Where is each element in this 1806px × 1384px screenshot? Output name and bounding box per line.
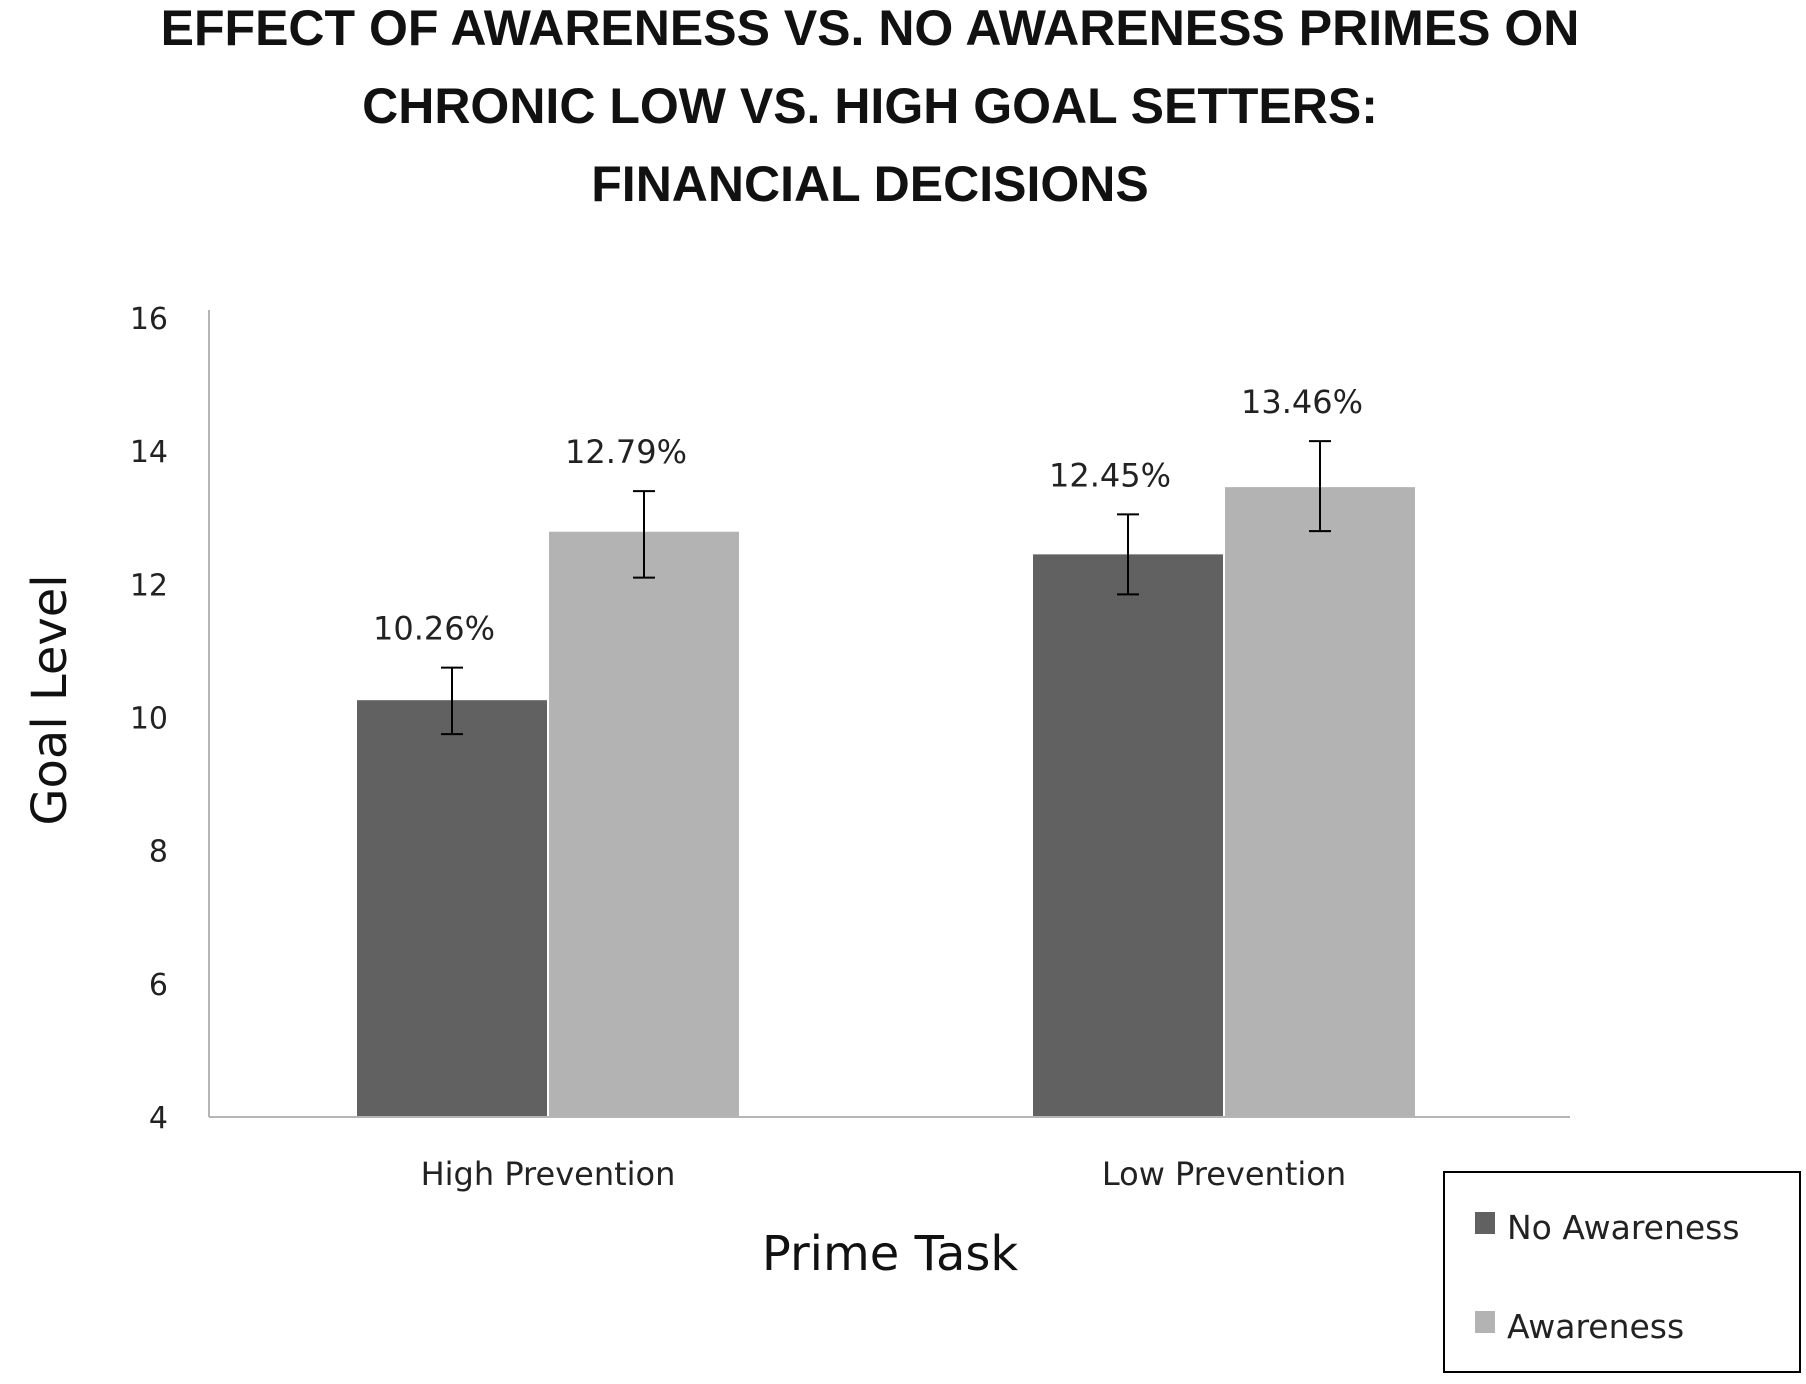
bar-awareness <box>549 531 739 1117</box>
y-tick-label: 12 <box>130 568 168 603</box>
legend-swatch <box>1475 1311 1495 1333</box>
x-axis-category-labels: High Prevention Low Prevention <box>421 1155 1347 1193</box>
data-label: 12.45% <box>1049 456 1171 494</box>
chart-title-line-3: FINANCIAL DECISIONS <box>591 156 1148 212</box>
y-axis-title: Goal Level <box>22 574 78 825</box>
y-tick-label: 14 <box>130 435 168 470</box>
data-labels: 10.26% 12.79% 12.45% 13.46% <box>373 383 1363 647</box>
bar-no-awareness <box>1033 554 1223 1117</box>
y-tick-label: 10 <box>130 702 168 737</box>
chart-title-line-1: EFFECT OF AWARENESS VS. NO AWARENESS PRI… <box>161 0 1580 56</box>
data-label: 13.46% <box>1241 383 1363 421</box>
x-axis-title: Prime Task <box>762 1226 1019 1282</box>
legend-label: Awareness <box>1507 1307 1684 1346</box>
legend-swatch <box>1475 1212 1495 1234</box>
bar-no-awareness <box>357 700 547 1117</box>
y-tick-label: 16 <box>130 302 168 337</box>
data-label: 10.26% <box>373 610 495 648</box>
legend: No Awareness Awareness <box>1443 1171 1801 1373</box>
y-tick-label: 6 <box>149 968 168 1003</box>
bars <box>357 487 1415 1117</box>
error-bars <box>441 440 1331 736</box>
legend-frame <box>1443 1171 1801 1373</box>
y-tick-label: 4 <box>149 1101 168 1136</box>
bar-awareness <box>1225 487 1415 1117</box>
y-tick-label: 8 <box>149 835 168 870</box>
legend-label: No Awareness <box>1507 1208 1740 1247</box>
x-axis-category-label: High Prevention <box>421 1155 676 1193</box>
chart-title: EFFECT OF AWARENESS VS. NO AWARENESS PRI… <box>161 0 1580 212</box>
data-label: 12.79% <box>565 433 687 471</box>
x-axis-category-label: Low Prevention <box>1102 1155 1346 1193</box>
chart-title-line-2: CHRONIC LOW VS. HIGH GOAL SETTERS: <box>362 78 1378 134</box>
y-axis-ticks: 4 6 8 10 12 14 16 <box>130 302 168 1136</box>
